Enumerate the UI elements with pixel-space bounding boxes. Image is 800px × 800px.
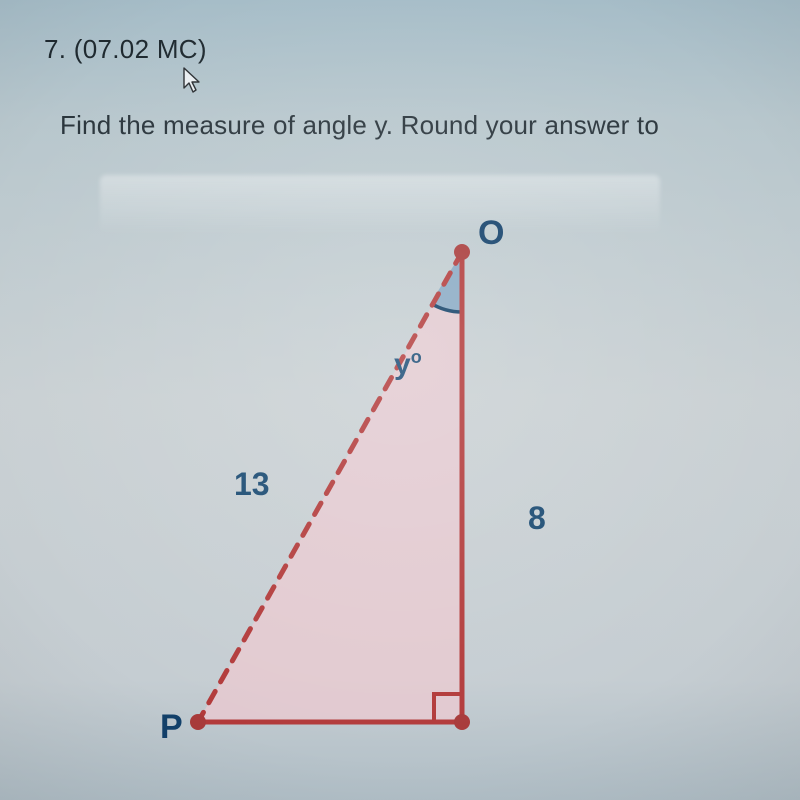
label-angle-y-degree: o	[411, 347, 422, 367]
label-vertex-P: P	[160, 710, 183, 744]
label-angle-y-main: y	[394, 348, 411, 381]
triangle-diagram: O P 13 8 yo	[140, 210, 620, 770]
label-vertex-O: O	[478, 216, 504, 250]
label-angle-y: yo	[394, 348, 422, 380]
vertex-O-dot	[454, 244, 470, 260]
question-number: 7. (07.02 MC)	[44, 34, 207, 65]
label-leg-8: 8	[528, 502, 546, 534]
label-hypotenuse-13: 13	[234, 468, 270, 500]
question-prompt: Find the measure of angle y. Round your …	[60, 110, 659, 141]
triangle-svg	[140, 210, 620, 770]
vertex-R-dot	[454, 714, 470, 730]
vertex-P-dot	[190, 714, 206, 730]
